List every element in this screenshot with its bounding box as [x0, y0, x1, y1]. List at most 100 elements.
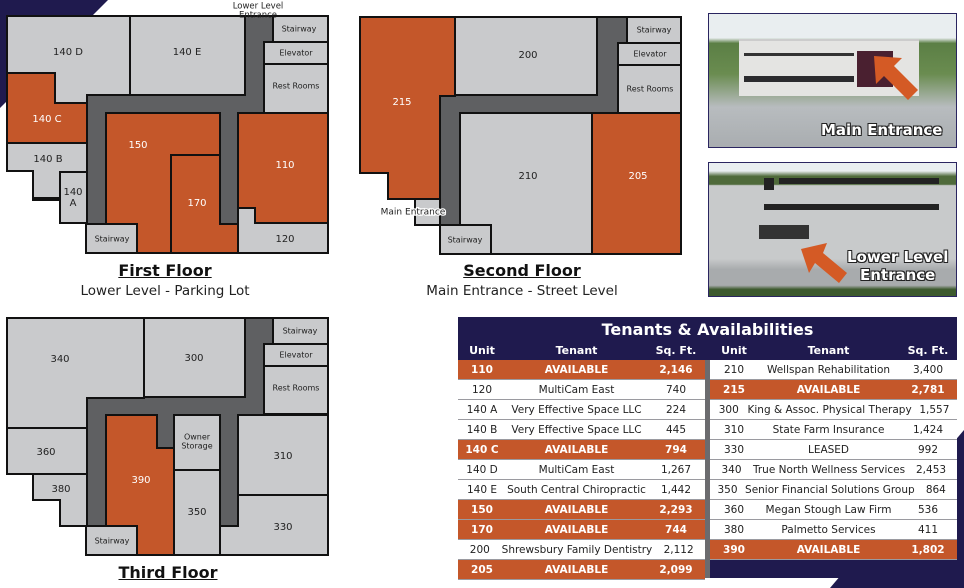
room-label: Rest Rooms	[627, 85, 674, 94]
table-row: 150 AVAILABLE 2,293	[458, 500, 705, 520]
table-row: 300 King & Assoc. Physical Therapy 1,557	[710, 400, 957, 420]
room-label: 310	[273, 451, 292, 462]
table-row: 360 Megan Stough Law Firm 536	[710, 500, 957, 520]
table-row: 140 E South Central Chiropractic 1,442	[458, 480, 705, 500]
room-label: Rest Rooms	[273, 384, 320, 393]
unit-215[interactable]	[359, 16, 456, 200]
tenant-cell: MultiCam East	[538, 383, 615, 396]
unit-cell: 140 D	[466, 463, 498, 476]
sqft-cell: 1,424	[912, 423, 944, 436]
room-label: 140	[63, 187, 82, 198]
sqft-cell: 2,293	[659, 503, 693, 516]
unit-205[interactable]	[591, 112, 682, 255]
table-row: 340 True North Wellness Services 2,453	[710, 460, 957, 480]
stairway	[439, 224, 492, 255]
rest-rooms	[263, 63, 329, 114]
header-unit: Unit	[721, 344, 747, 357]
unit-cell: 380	[723, 523, 745, 536]
table-header: Unit Tenant Sq. Ft.	[458, 341, 705, 360]
sqft-cell: 1,802	[911, 543, 945, 556]
sqft-cell: 2,146	[659, 363, 693, 376]
sqft-cell: 2,453	[916, 463, 947, 476]
lower-entrance-label: Lower Level Entrance	[847, 248, 948, 284]
unit-350[interactable]	[173, 469, 221, 556]
header-tenant: Tenant	[555, 344, 598, 357]
unit-cell: 150	[471, 503, 493, 516]
entrance-label: Entrance	[239, 11, 277, 21]
table-row: 205 AVAILABLE 2,099	[458, 560, 705, 580]
table-divider	[705, 360, 710, 578]
unit-380[interactable]	[32, 473, 88, 527]
sqft-cell: 2,781	[911, 383, 945, 396]
sqft-cell: 864	[925, 483, 946, 496]
unit-330[interactable]	[219, 494, 329, 556]
main-entrance	[414, 198, 441, 226]
unit-cell: 170	[471, 523, 493, 536]
table-row: 310 State Farm Insurance 1,424	[710, 420, 957, 440]
unit-140e[interactable]	[129, 15, 246, 96]
room-label: 210	[518, 171, 537, 182]
sqft-cell: 445	[665, 423, 687, 436]
owner-storage	[173, 414, 221, 471]
room-label: Elevator	[279, 351, 313, 360]
room-label: A	[70, 198, 77, 209]
unit-cell: 310	[723, 423, 745, 436]
tenant-cell: Senior Financial Solutions Group	[745, 483, 915, 496]
lower-entrance-label-line: Entrance	[859, 266, 936, 284]
unit-140a[interactable]	[59, 171, 88, 224]
room-label: 150	[128, 140, 147, 151]
unit-120[interactable]	[237, 207, 329, 254]
room-label: 200	[518, 50, 537, 61]
unit-cell: 140 E	[466, 483, 497, 496]
tenant-cell: Palmetto Services	[781, 523, 876, 536]
unit-cell: 390	[723, 543, 745, 556]
stairway	[626, 16, 682, 44]
sqft-cell: 1,557	[919, 403, 950, 416]
table-row: 215 AVAILABLE 2,781	[710, 380, 957, 400]
header-sqft: Sq. Ft.	[907, 344, 949, 357]
room-label: 340	[50, 354, 69, 365]
room-label: 380	[51, 484, 70, 495]
unit-300[interactable]	[143, 317, 246, 398]
entrance-label: Lower Level	[233, 2, 284, 12]
sqft-cell: 1,267	[660, 463, 692, 476]
room-label: 350	[187, 507, 206, 518]
room-label: 300	[184, 353, 203, 364]
tenant-cell: King & Assoc. Physical Therapy	[747, 403, 912, 416]
header-unit: Unit	[469, 344, 495, 357]
sqft-cell: 794	[665, 443, 687, 456]
room-label: Rest Rooms	[273, 82, 320, 91]
unit-cell: 360	[723, 503, 745, 516]
unit-cell: 350	[717, 483, 738, 496]
room-label: 140 C	[32, 114, 61, 125]
unit-cell: 300	[718, 403, 739, 416]
room-label: Elevator	[279, 49, 313, 58]
unit-310[interactable]	[237, 414, 329, 496]
stairway	[272, 15, 329, 43]
table-right-column: Unit Tenant Sq. Ft. 210 Wellspan Rehabili…	[710, 341, 957, 560]
sqft-cell: 224	[665, 403, 687, 416]
room-label: Stairway	[283, 327, 318, 336]
table-row: 140 C AVAILABLE 794	[458, 440, 705, 460]
lower-entrance-label-line: Lower Level	[847, 248, 949, 266]
room-label: 140 D	[53, 47, 83, 58]
main-entrance-label: Main Entrance	[821, 121, 943, 139]
table-title: Tenants & Availabilities	[601, 320, 814, 339]
table-row: 200 Shrewsbury Family Dentistry 2,112	[458, 540, 705, 560]
tenant-cell: AVAILABLE	[544, 563, 609, 576]
tenant-cell: State Farm Insurance	[772, 423, 885, 436]
unit-200[interactable]	[454, 16, 598, 96]
unit-cell: 200	[469, 543, 490, 556]
table-row: 210 Wellspan Rehabilitation 3,400	[710, 360, 957, 380]
unit-cell: 330	[723, 443, 745, 456]
sqft-cell: 2,112	[663, 543, 694, 556]
room-label: Stairway	[448, 236, 483, 245]
table-row: 120 MultiCam East 740	[458, 380, 705, 400]
second-floor-subtitle: Main Entrance - Street Level	[426, 283, 618, 299]
unit-cell: 215	[723, 383, 745, 396]
table-row: 140 B Very Effective Space LLC 445	[458, 420, 705, 440]
first-floor-subtitle: Lower Level - Parking Lot	[80, 283, 250, 299]
room-label: 110	[275, 160, 294, 171]
room-label: 170	[187, 198, 206, 209]
unit-cell: 140 B	[466, 423, 498, 436]
